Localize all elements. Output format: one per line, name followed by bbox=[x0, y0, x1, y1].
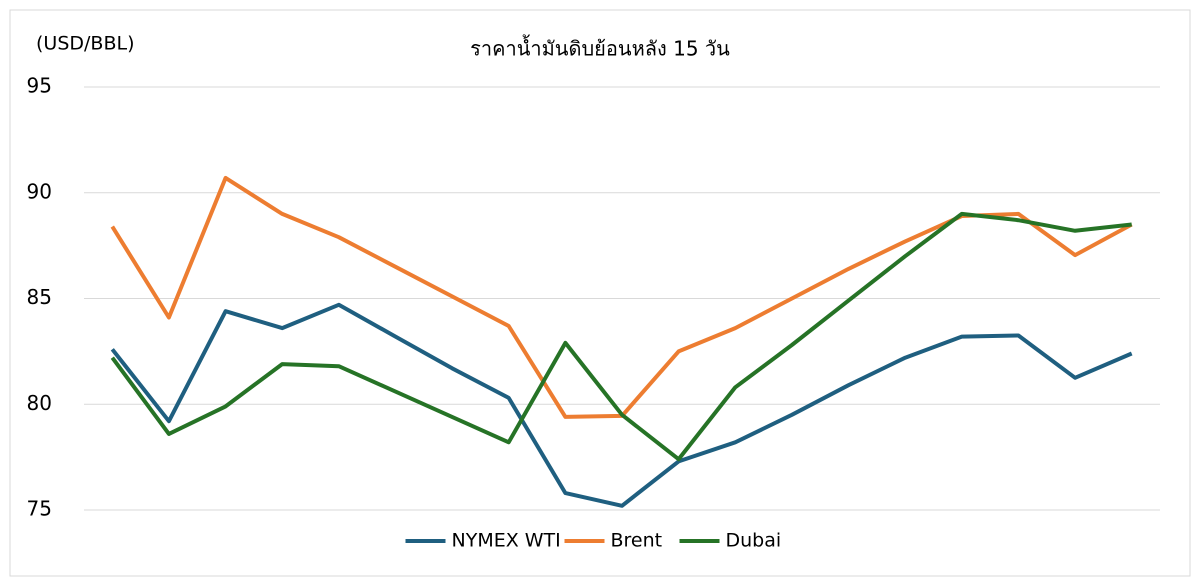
y-axis-label: (USD/BBL) bbox=[36, 33, 134, 55]
chart-border bbox=[9, 9, 1191, 577]
legend-label: Dubai bbox=[726, 530, 782, 552]
y-tick-label: 80 bbox=[27, 391, 52, 415]
data-line bbox=[110, 211, 1132, 462]
data-line bbox=[110, 302, 1133, 508]
legend-label: NYMEX WTI bbox=[452, 530, 561, 552]
legend-label: Brent bbox=[611, 530, 663, 552]
chart-title: ราคาน้ำมันดิบย้อนหลัง 15 วัน bbox=[470, 35, 730, 61]
y-tick-label: 85 bbox=[27, 285, 52, 309]
y-tick-label: 95 bbox=[27, 74, 52, 98]
y-tick-label: 90 bbox=[27, 179, 52, 203]
y-tick-label: 75 bbox=[27, 497, 52, 521]
